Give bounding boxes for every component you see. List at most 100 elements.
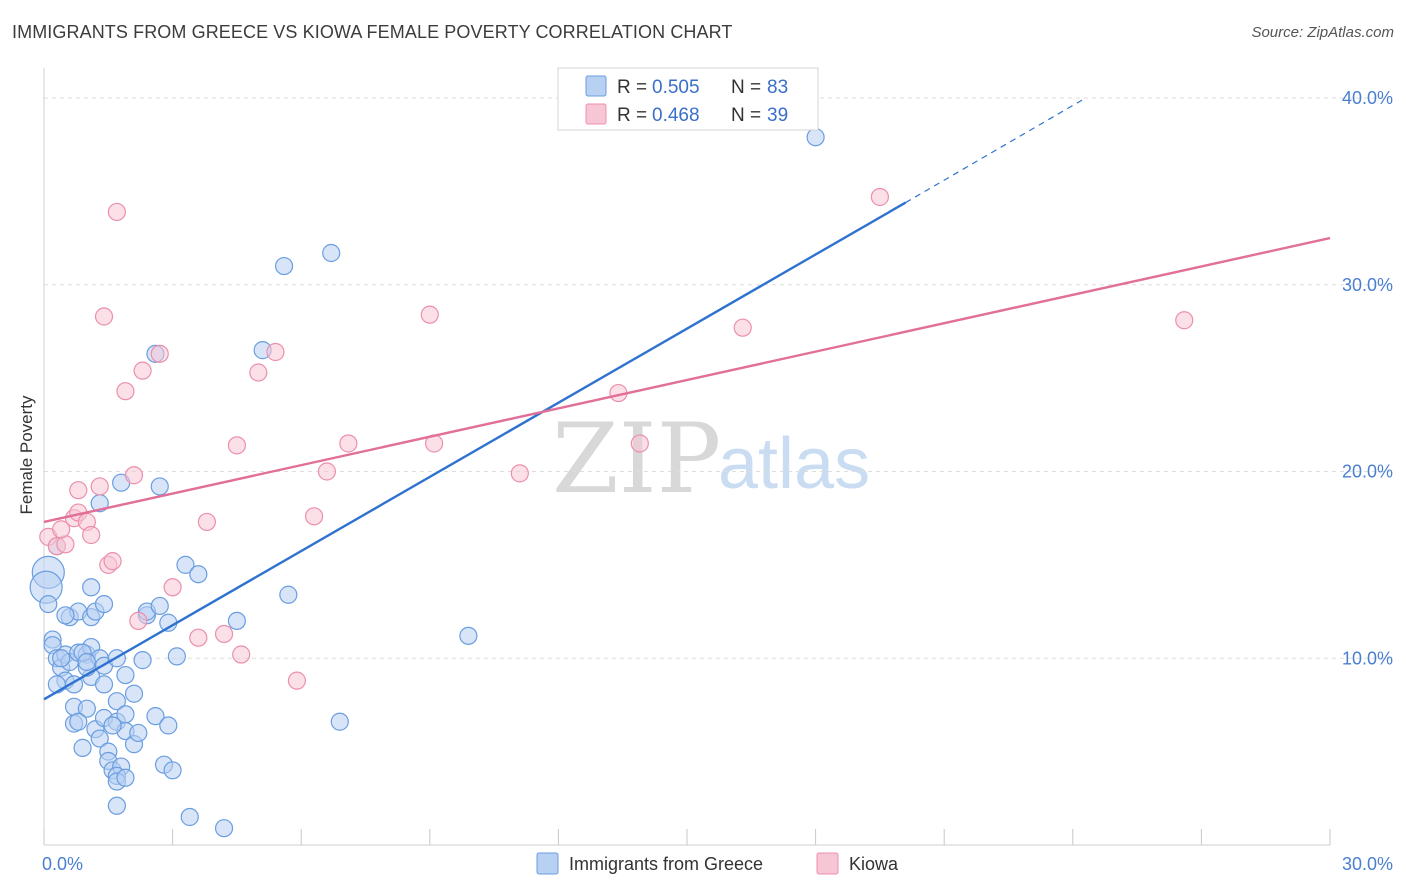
greece-point-80: [56, 606, 75, 625]
legend-greece-n-label: N =: [731, 77, 761, 98]
kiowa-point-21: [197, 512, 216, 532]
kiowa-point-33: [510, 464, 529, 483]
kiowa-point-8: [69, 481, 88, 500]
legend-kiowa-swatch: [585, 103, 607, 125]
bottom-legend-greece-label: Immigrants from Greece: [569, 854, 763, 874]
legend-kiowa-n-value: 39: [767, 105, 788, 126]
greece-point-78: [77, 652, 96, 672]
greece-point-76: [806, 128, 825, 147]
kiowa-point-13: [116, 382, 135, 401]
greece-point-57: [146, 707, 165, 726]
kiowa-point-28: [304, 507, 324, 526]
greece-point-49: [133, 651, 152, 670]
kiowa-point-11: [103, 552, 122, 571]
greece-point-48: [124, 684, 144, 703]
greece-point-20: [82, 578, 101, 597]
x-tick-label-1: 30.0%: [1342, 854, 1393, 874]
greece-point-33: [90, 729, 109, 748]
legend-box: R = 0.505 N = 83 R = 0.468 N = 39: [557, 67, 819, 131]
legend-greece-r-value: 0.505: [652, 77, 700, 98]
kiowa-point-3: [52, 520, 71, 539]
legend-greece-r-label: R =: [617, 77, 647, 98]
legend-greece-swatch: [585, 75, 607, 97]
greece-point-36: [107, 692, 126, 711]
legend-kiowa-r-label: R =: [617, 105, 647, 126]
kiowa-point-27: [287, 671, 307, 690]
greece-point-74: [330, 712, 349, 731]
kiowa-point-30: [339, 434, 358, 453]
kiowa-point-12: [124, 466, 144, 485]
kiowa-point-22: [214, 624, 234, 644]
greece-point-47: [107, 796, 126, 815]
kiowa-point-38: [1175, 311, 1194, 330]
greece-point-82: [103, 716, 122, 735]
greece-point-25: [94, 594, 114, 614]
greece-point-69: [150, 477, 169, 496]
tick-labels: 10.0% 20.0% 30.0% 40.0% 0.0% 30.0%: [42, 88, 1393, 874]
bottom-legend: Immigrants from Greece Kiowa: [536, 852, 899, 875]
kiowa-point-16: [133, 361, 152, 380]
greece-point-50: [116, 665, 135, 685]
greece-point-73: [322, 243, 341, 263]
legend-kiowa-r-value: 0.468: [652, 105, 700, 126]
kiowa-point-15: [107, 202, 126, 222]
bottom-legend-kiowa-label: Kiowa: [849, 854, 899, 874]
kiowa-point-25: [249, 363, 268, 382]
greece-trend-line: [43, 201, 907, 701]
greece-point-61: [180, 807, 199, 827]
kiowa-point-31: [420, 305, 439, 324]
greece-point-28: [77, 699, 96, 718]
bottom-legend-greece-swatch: [536, 852, 559, 875]
greece-point-2: [39, 594, 58, 614]
kiowa-points: [39, 187, 1194, 690]
legend-kiowa-n-label: N =: [731, 105, 761, 126]
greece-point-66: [279, 585, 298, 604]
kiowa-point-7: [82, 525, 101, 545]
greece-point-30: [69, 712, 88, 731]
bottom-legend-kiowa-swatch: [816, 852, 839, 875]
kiowa-point-20: [189, 628, 208, 647]
kiowa-point-37: [870, 187, 890, 207]
y-tick-label-1: 20.0%: [1342, 462, 1393, 482]
kiowa-point-23: [232, 645, 251, 664]
watermark-zip: ZIP: [552, 403, 721, 515]
kiowa-point-19: [129, 611, 148, 631]
gridlines: [44, 97, 1390, 659]
greece-point-34: [73, 738, 92, 757]
x-tick-label-0: 0.0%: [42, 854, 83, 874]
greece-point-63: [176, 555, 195, 574]
greece-point-64: [189, 565, 208, 584]
watermark-atlas: atlas: [718, 424, 870, 504]
chart-title: IMMIGRANTS FROM GREECE VS KIOWA FEMALE P…: [12, 22, 733, 42]
kiowa-point-9: [90, 477, 109, 496]
greece-point-45: [116, 768, 135, 787]
greece-point-65: [227, 611, 246, 631]
kiowa-point-26: [266, 342, 285, 362]
greece-point-75: [459, 626, 478, 645]
y-tick-label-0: 10.0%: [1342, 648, 1393, 668]
kiowa-point-35: [630, 434, 649, 453]
kiowa-point-18: [163, 578, 182, 597]
axes: [43, 68, 1331, 846]
greece-point-79: [52, 649, 71, 668]
greece-point-72: [274, 256, 294, 276]
y-tick-label-3: 40.0%: [1342, 88, 1393, 108]
legend-greece-n-value: 83: [767, 77, 788, 98]
greece-point-26: [94, 675, 114, 694]
trend-lines: [43, 97, 1331, 701]
kiowa-point-29: [317, 462, 337, 481]
y-axis-label: Female Poverty: [17, 395, 36, 515]
kiowa-point-24: [227, 436, 246, 455]
kiowa-point-17: [150, 344, 169, 363]
greece-point-81: [129, 723, 148, 743]
greece-point-56: [167, 647, 186, 666]
kiowa-trend-line: [43, 236, 1331, 524]
greece-trend-extension: [905, 97, 1086, 204]
greece-point-54: [150, 596, 169, 616]
y-tick-label-2: 30.0%: [1342, 275, 1393, 295]
greece-point-62: [214, 819, 234, 838]
kiowa-point-36: [733, 318, 752, 337]
greece-point-60: [163, 761, 182, 780]
source-label: Source: ZipAtlas.com: [1251, 24, 1394, 41]
